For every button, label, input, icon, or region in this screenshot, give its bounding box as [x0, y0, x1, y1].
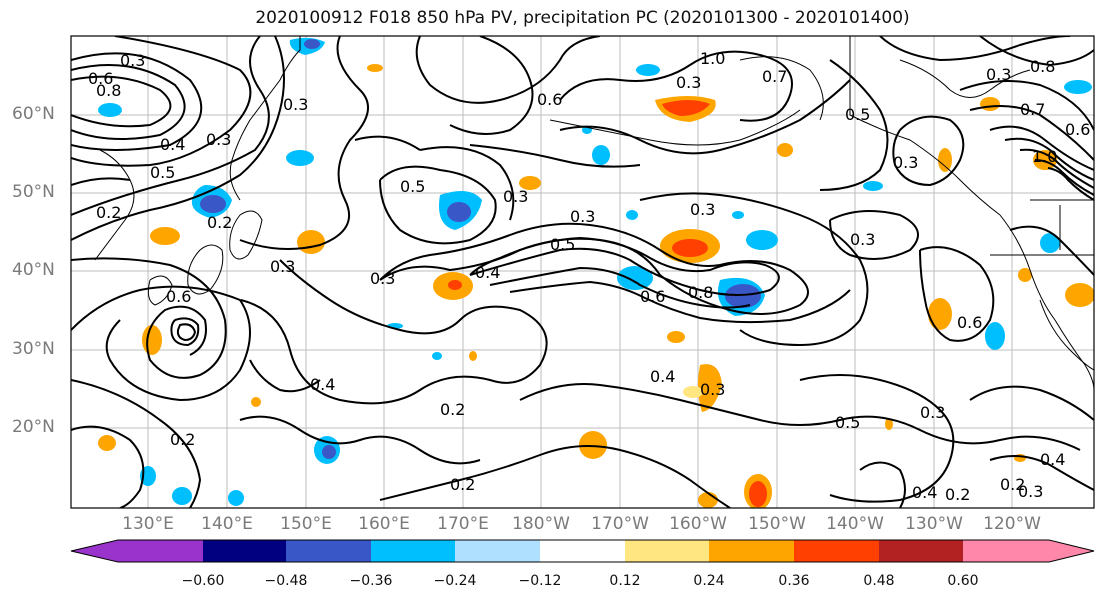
colorbar-segment	[286, 540, 371, 562]
lat-label: 30°N	[12, 339, 55, 359]
contour-label: 0.3	[503, 187, 528, 206]
contour-label: 0.3	[270, 257, 295, 276]
contour-label: 0.4	[475, 263, 500, 282]
contour-label: 0.5	[150, 163, 175, 182]
contour-label: 1.0	[700, 49, 725, 68]
contour-label: 0.7	[762, 67, 787, 86]
contour-label: 0.3	[920, 403, 945, 422]
colorbar-segment	[203, 540, 286, 562]
colorbar-segment	[709, 540, 794, 562]
colorbar-segment	[371, 540, 455, 562]
lon-label: 130°E	[122, 514, 174, 534]
contour-label: 0.2	[1000, 475, 1025, 494]
lon-label: 140°W	[826, 514, 884, 534]
contour-label: 0.4	[650, 367, 675, 386]
contour-label: 1.0	[1032, 147, 1057, 166]
contour-label: 0.8	[1030, 57, 1055, 76]
colorbar-segment	[625, 540, 709, 562]
contour-label: 0.3	[986, 65, 1011, 84]
gridlines	[71, 36, 1094, 508]
lon-label: 120°W	[983, 514, 1041, 534]
colorbar-tick-label: −0.12	[518, 573, 562, 589]
contour-label: 0.6	[1065, 120, 1090, 139]
contour-label: 0.8	[96, 81, 121, 100]
contour-label: 0.3	[370, 269, 395, 288]
colorbar-tick-label: 0.24	[693, 573, 725, 589]
contour-label: 0.2	[207, 213, 232, 232]
contour-label: 0.2	[440, 400, 465, 419]
contour-label: 0.3	[690, 200, 715, 219]
contour-label: 0.3	[893, 153, 918, 172]
colorbar-tick-label: 0.36	[778, 573, 810, 589]
colorbar-segment	[879, 540, 963, 562]
contour-label: 0.2	[96, 203, 121, 222]
contour-label: 0.8	[688, 283, 713, 302]
contour-label: 0.2	[450, 475, 475, 494]
contour-label: 0.7	[1020, 100, 1045, 119]
lon-label: 140°E	[201, 514, 253, 534]
lat-label: 60°N	[12, 104, 55, 124]
contour-label: 0.6	[957, 313, 982, 332]
colorbar-segment	[963, 540, 1049, 562]
lat-label: 50°N	[12, 182, 55, 202]
map-title: 2020100912 F018 850 hPa PV, precipitatio…	[255, 8, 910, 28]
lon-label: 170°W	[591, 514, 649, 534]
contour-labels: 0.3 0.6 0.8 0.3 0.4 0.3 0.5 0.2 0.2 0.3 …	[88, 49, 1090, 504]
contour-label: 0.3	[676, 73, 701, 92]
colorbar-tick-label: 0.12	[609, 573, 641, 589]
contour-label: 0.3	[206, 130, 231, 149]
colorbar-tick-label: 0.48	[863, 573, 895, 589]
pv-contours	[71, 36, 1094, 508]
contour-label: 0.6	[537, 90, 562, 109]
colorbar-tick-label: −0.24	[433, 573, 477, 589]
coastlines	[94, 36, 1094, 391]
contour-label: 0.3	[850, 230, 875, 249]
contour-label: 0.6	[640, 287, 665, 306]
contour-label: 0.6	[166, 287, 191, 306]
lat-label: 20°N	[12, 417, 55, 437]
pv-precip-map: 0.3 0.6 0.8 0.3 0.4 0.3 0.5 0.2 0.2 0.3 …	[70, 35, 1095, 509]
colorbar-segment	[455, 540, 540, 562]
contour-label: 0.4	[912, 483, 937, 502]
contour-label: 0.2	[945, 485, 970, 504]
contour-label: 0.2	[170, 430, 195, 449]
contour-label: 0.5	[400, 177, 425, 196]
contour-label: 0.5	[845, 105, 870, 124]
colorbar-segment	[794, 540, 879, 562]
contour-label: 0.6	[88, 69, 113, 88]
contour-label: 0.3	[700, 380, 725, 399]
lon-label: 150°W	[748, 514, 806, 534]
contour-label: 0.3	[283, 95, 308, 114]
lat-label: 40°N	[12, 260, 55, 280]
colorbar-tick-label: 0.60	[947, 573, 979, 589]
lon-label: 160°E	[358, 514, 410, 534]
contour-label: 0.3	[120, 51, 145, 70]
colorbar-tick-label: −0.36	[349, 573, 393, 589]
colorbar-segment	[1047, 540, 1094, 562]
lon-label: 170°E	[437, 514, 489, 534]
contour-label: 0.4	[160, 135, 185, 154]
colorbar-segment	[71, 540, 120, 562]
contour-label: 0.4	[1040, 450, 1065, 469]
lon-label: 130°W	[905, 514, 963, 534]
lon-label: 160°W	[669, 514, 727, 534]
colorbar	[70, 539, 1095, 563]
contour-label: 0.3	[1018, 482, 1043, 501]
colorbar-segment	[540, 540, 625, 562]
contour-label: 0.3	[570, 207, 595, 226]
contour-label: 0.5	[550, 235, 575, 254]
colorbar-tick-label: −0.48	[264, 573, 308, 589]
contour-label: 0.4	[310, 375, 335, 394]
colorbar-segment	[118, 540, 203, 562]
contour-label: 0.5	[835, 413, 860, 432]
lon-label: 180°W	[512, 514, 570, 534]
colorbar-outline	[70, 539, 1095, 563]
colorbar-tick-label: −0.60	[181, 573, 225, 589]
lon-label: 150°E	[280, 514, 332, 534]
